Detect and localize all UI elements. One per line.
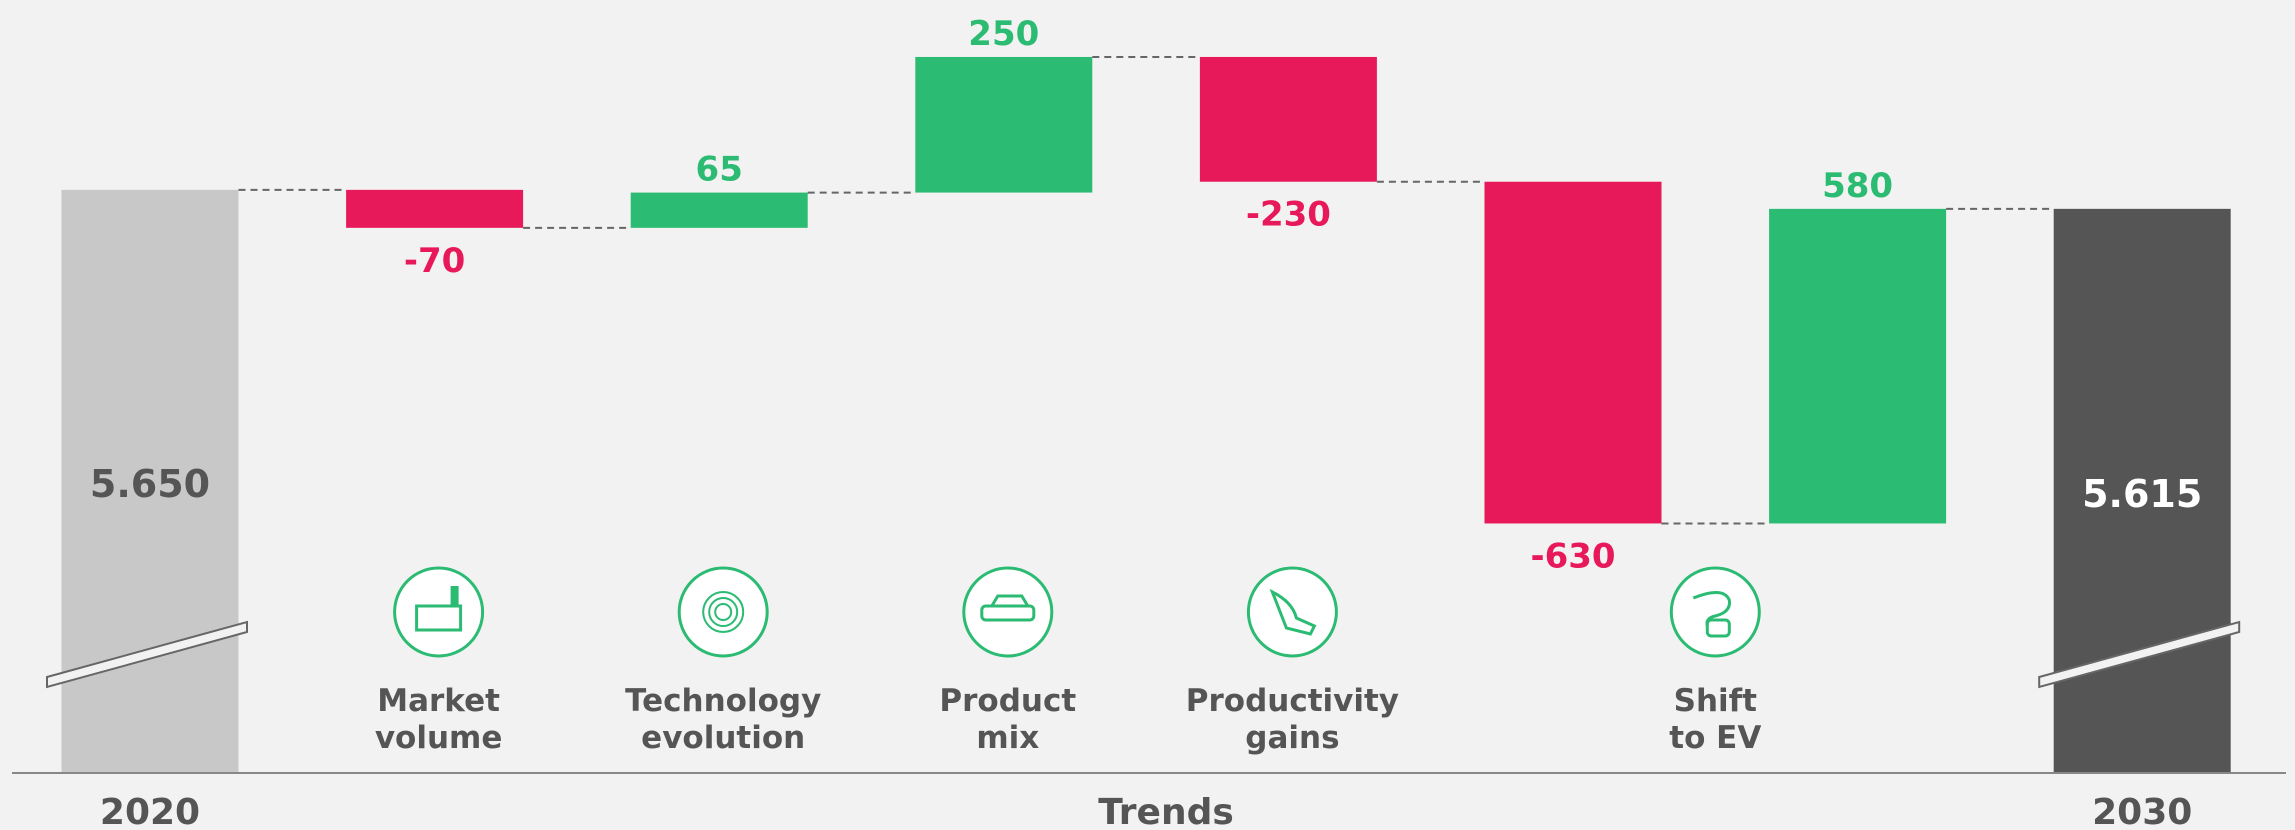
icon-glyph <box>708 597 739 627</box>
step-bar <box>1484 181 1662 524</box>
start-value-label: 5.650 <box>90 462 210 506</box>
category-icon <box>677 566 769 658</box>
category-label: Market <box>377 683 500 719</box>
category-label: Product <box>939 683 1076 719</box>
step-bar <box>1199 56 1377 182</box>
step-bar <box>915 56 1093 193</box>
step-bar <box>346 189 524 228</box>
icon-glyph <box>415 604 463 632</box>
category-icon <box>1246 566 1338 658</box>
category-icon <box>1669 566 1761 658</box>
icon-glyph <box>1269 588 1317 636</box>
icon-glyph <box>450 586 459 606</box>
icon-circle <box>677 566 769 658</box>
category-label: volume <box>375 720 503 756</box>
step-bar <box>630 192 808 228</box>
step-value-label: -70 <box>404 241 465 281</box>
end-label: 2030 <box>2092 792 2192 830</box>
icon-glyph <box>990 594 1030 607</box>
icon-circle <box>1669 566 1761 658</box>
category-label: mix <box>976 720 1039 756</box>
end-bar <box>2053 208 2231 774</box>
category-label: Technology <box>625 683 821 719</box>
axis-break <box>2038 620 2241 689</box>
x-axis-label: Trends <box>1098 792 1234 830</box>
step-value-label: -630 <box>1530 536 1615 576</box>
icon-circle <box>1246 566 1338 658</box>
category-label: gains <box>1245 720 1339 756</box>
icon-circle <box>962 566 1054 658</box>
category-label: Shift <box>1674 683 1758 719</box>
step-value-label: -230 <box>1246 195 1331 235</box>
step-value-label: 250 <box>968 14 1039 54</box>
start-label: 2020 <box>100 792 200 830</box>
category-label: evolution <box>641 720 805 756</box>
category-icon <box>393 566 485 658</box>
icon-glyph <box>702 591 745 633</box>
icon-glyph <box>1705 618 1731 638</box>
category-label: Productivity <box>1186 683 1399 719</box>
category-icon <box>962 566 1054 658</box>
icon-glyph <box>980 604 1036 622</box>
category-label: to EV <box>1669 720 1761 756</box>
step-value-label: 65 <box>696 150 743 190</box>
end-value-label: 5.615 <box>2082 472 2202 516</box>
icon-circle <box>393 566 485 658</box>
icon-glyph <box>714 603 733 621</box>
axis-break <box>46 620 248 689</box>
step-bar <box>1769 208 1947 524</box>
step-value-label: 580 <box>1822 166 1893 206</box>
